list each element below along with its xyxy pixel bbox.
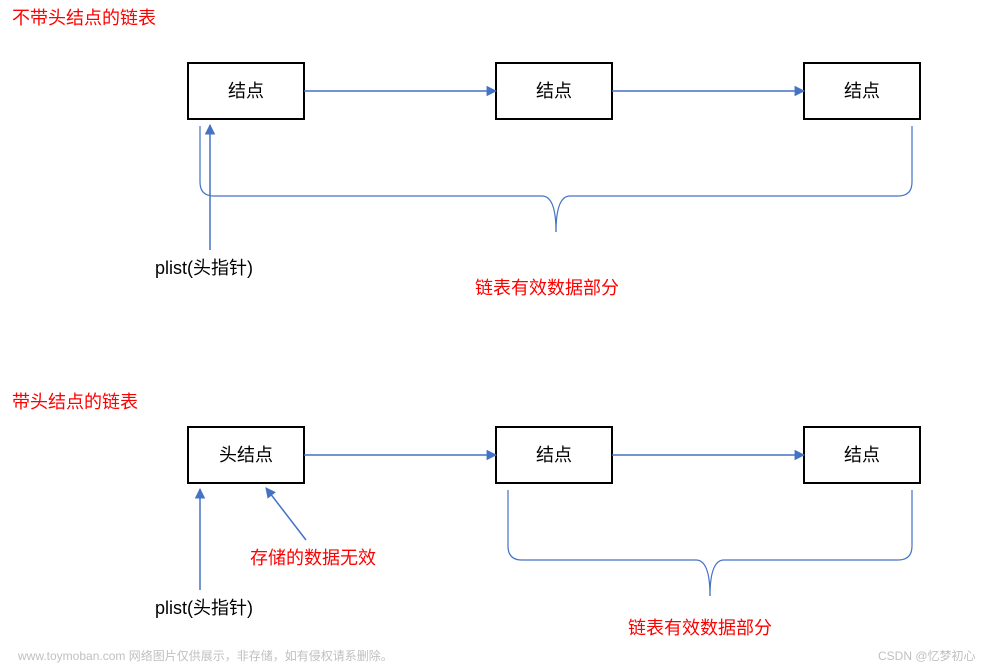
node-label: 结点	[536, 445, 572, 465]
node-label: 头结点	[219, 445, 273, 465]
brace	[710, 490, 912, 596]
pointer-label: plist(头指针)	[155, 598, 253, 618]
brace-label: 链表有效数据部分	[475, 278, 619, 298]
brace-label: 链表有效数据部分	[628, 618, 772, 638]
node-label: 结点	[844, 81, 880, 101]
pointer-label: plist(头指针)	[155, 258, 253, 278]
watermark-left: www.toymoban.com 网络图片仅供展示，非存储，如有侵权请系删除。	[17, 648, 393, 663]
brace	[556, 126, 912, 232]
head-note-label: 存储的数据无效	[250, 548, 376, 568]
brace	[508, 490, 710, 596]
diagram-title: 不带头结点的链表	[12, 8, 156, 28]
watermark-right: CSDN @忆梦初心	[878, 649, 976, 663]
node-label: 结点	[844, 445, 880, 465]
brace	[200, 126, 556, 232]
node-label: 结点	[536, 81, 572, 101]
note-arrow	[266, 488, 306, 540]
diagram-title: 带头结点的链表	[12, 392, 138, 412]
node-label: 结点	[228, 81, 264, 101]
